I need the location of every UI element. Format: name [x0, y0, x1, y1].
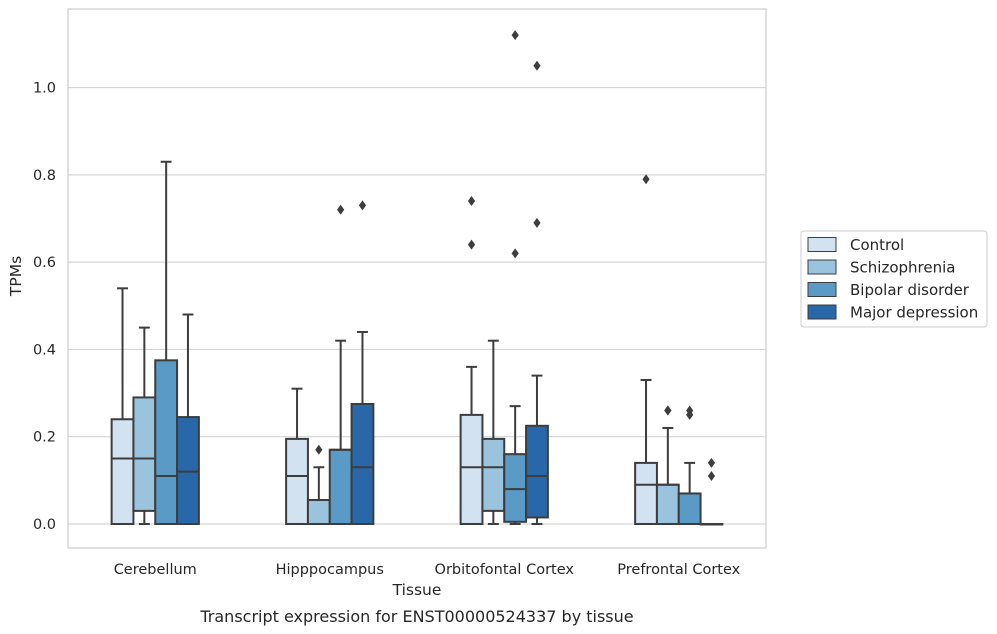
y-axis-label: TPMs — [7, 256, 25, 297]
outlier-point — [467, 239, 476, 250]
box-major-depression — [350, 200, 375, 525]
box-iqr — [350, 402, 375, 525]
box-iqr — [285, 437, 309, 525]
box-control — [459, 196, 484, 525]
outlier-point — [642, 174, 650, 185]
box-marks — [110, 30, 724, 526]
box-iqr — [154, 359, 179, 525]
box-iqr — [110, 418, 135, 525]
legend-swatch — [807, 282, 837, 297]
box-control — [110, 287, 135, 525]
box-schizophrenia — [481, 339, 506, 525]
x-axis-ticks: Cerebellum Hipppocampus Orbitofontal Corte… — [114, 562, 741, 578]
box-iqr — [306, 498, 331, 525]
legend-label: Bipolar disorder — [850, 281, 970, 299]
x-tick-label: Hipppocampus — [276, 562, 384, 578]
chart-caption: Transcript expression for ENST0000052433… — [199, 607, 633, 626]
box-iqr — [459, 413, 484, 525]
box-iqr — [655, 483, 680, 525]
box-schizophrenia — [655, 405, 680, 525]
outlier-point — [707, 457, 716, 468]
x-tick-label: Orbitofontal Cortex — [435, 562, 575, 578]
y-tick-label: 0.2 — [33, 430, 56, 446]
outlier-point — [511, 30, 519, 41]
box-bipolar-disorder — [328, 204, 353, 525]
y-tick-label: 0.6 — [33, 255, 56, 271]
outlier-point — [533, 60, 541, 71]
outlier-point — [664, 405, 672, 416]
box-bipolar-disorder — [154, 160, 179, 525]
box-iqr — [132, 396, 157, 512]
outlier-point — [358, 200, 367, 211]
y-axis-ticks: 0.0 0.2 0.4 0.6 0.8 1.0 — [33, 81, 56, 533]
outlier-point — [686, 405, 694, 416]
box-iqr — [503, 453, 528, 523]
legend-swatch — [807, 304, 837, 320]
x-tick-label: Cerebellum — [114, 562, 197, 578]
y-tick-label: 0.4 — [33, 342, 56, 358]
legend: Control Schizophrenia Bipolar disorder Majo… — [800, 230, 988, 328]
outlier-point — [533, 217, 541, 228]
box-iqr — [634, 461, 658, 525]
plot-frame — [67, 8, 767, 549]
x-tick-label: Prefrontal Cortex — [617, 562, 740, 578]
box-bipolar-disorder — [677, 405, 702, 525]
legend-swatch — [807, 237, 837, 252]
box-major-depression — [176, 313, 200, 525]
box-iqr — [176, 416, 200, 525]
legend-frame — [800, 230, 988, 328]
box-iqr — [328, 448, 353, 525]
box-schizophrenia — [306, 444, 331, 525]
legend-label: Control — [850, 236, 904, 254]
box-iqr — [677, 492, 702, 525]
y-tick-label: 0.8 — [33, 168, 56, 184]
box-schizophrenia — [132, 326, 157, 525]
outlier-point — [315, 444, 323, 455]
y-tick-label: 1.0 — [33, 81, 56, 97]
box-bipolar-disorder — [503, 30, 528, 525]
outlier-point — [707, 470, 716, 481]
outlier-point — [511, 248, 519, 259]
legend-swatch — [807, 259, 837, 275]
box-control — [285, 387, 309, 525]
box-iqr — [525, 424, 549, 519]
y-tick-label: 0.0 — [33, 517, 56, 533]
box-major-depression — [699, 457, 724, 526]
legend-label: Schizophrenia — [850, 259, 955, 277]
box-iqr — [481, 437, 506, 512]
box-major-depression — [525, 60, 549, 525]
outlier-point — [467, 196, 476, 207]
legend-label: Major depression — [850, 304, 978, 322]
outlier-point — [337, 204, 345, 215]
x-axis-label: Tissue — [392, 581, 442, 599]
